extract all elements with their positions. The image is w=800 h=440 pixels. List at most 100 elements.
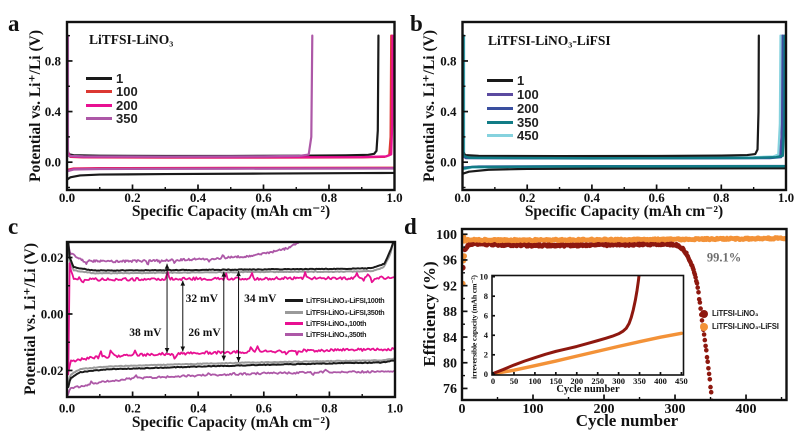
legend-label: LiTFSI-LiNO₃ bbox=[712, 308, 759, 318]
panel-d-ytick-label: 88 bbox=[443, 305, 457, 320]
panel-a-ytick-label: 0.4 bbox=[45, 104, 62, 119]
panel-b-series-line bbox=[462, 167, 786, 175]
efficiency-annotation: 99.1% bbox=[706, 250, 742, 265]
panel-c-xtick-label: 0.0 bbox=[59, 401, 75, 416]
panel-d_inset-ytick-label: 0 bbox=[484, 369, 488, 379]
panel-d-series bbox=[462, 233, 787, 400]
legend-label: 100 bbox=[517, 86, 539, 102]
legend-marker-line bbox=[285, 333, 303, 336]
panel-d-label: d bbox=[404, 214, 417, 239]
overpotential-label: 32 mV bbox=[186, 293, 219, 305]
panel-c-xaxis-title: Specific Capacity (mAh cm⁻²) bbox=[131, 414, 331, 431]
panel-d_inset-frame bbox=[491, 274, 685, 376]
panel-c-xtick-label: 0.4 bbox=[190, 401, 207, 416]
legend-marker-dot bbox=[700, 323, 708, 331]
panel-d_inset-xtick-label: 250 bbox=[591, 376, 604, 386]
panel-b-xtick-label: 0.8 bbox=[713, 190, 730, 205]
efficiency-scatter bbox=[462, 233, 787, 287]
inset-yaxis-title: irreversible capacity (mAh cm⁻²) bbox=[469, 275, 479, 379]
panel-d-ytick-label: 76 bbox=[443, 382, 457, 397]
legend-item: LiTFSI-LiNO₃ bbox=[700, 308, 759, 318]
legend-marker-line bbox=[285, 321, 303, 325]
panel-b-xtick-label: 0.4 bbox=[584, 190, 601, 205]
panel-d_inset-ytick-label: 2 bbox=[484, 350, 488, 360]
panel-d-ytick-label: 96 bbox=[443, 254, 457, 269]
panel-b-ytick-label: 0.4 bbox=[440, 104, 457, 119]
panel-c-xtick-label: 0.6 bbox=[256, 401, 273, 416]
legend-label: 200 bbox=[116, 97, 138, 113]
panel-c-ytick-label: -0.02 bbox=[36, 363, 63, 378]
panel-d-yaxis-title: Efficiency (%) bbox=[420, 261, 439, 367]
panel-d_inset-axes: 0 50 100 150 200 250 300 350 400 450 0 2 4 6 8 10 bbox=[480, 272, 688, 386]
panel-d-ytick-label: 84 bbox=[443, 331, 457, 346]
panel-a-xtick-label: 0.0 bbox=[59, 190, 75, 205]
panel-c-label: c bbox=[8, 214, 19, 239]
legend-label: LiTFSI-LiNO₃,350th bbox=[306, 330, 367, 339]
legend-label: LiTFSI-LiNO₃-LiFSI bbox=[712, 322, 779, 332]
panel-a-series-line bbox=[67, 171, 395, 181]
legend-marker-line bbox=[285, 310, 303, 314]
legend-label: 1 bbox=[116, 70, 124, 86]
panel-d_inset-series-line bbox=[492, 331, 684, 375]
panel-d-frame bbox=[460, 227, 788, 402]
overpotential-arrow bbox=[236, 271, 241, 362]
panel-d_inset-ytick-label: 4 bbox=[484, 330, 489, 340]
legend-label: 350 bbox=[517, 114, 539, 130]
panel-d_inset-ytick-label: 10 bbox=[480, 272, 489, 282]
panel-d_inset-xtick-label: 400 bbox=[654, 376, 667, 386]
legend-item: 1 bbox=[86, 72, 123, 85]
panel-d_inset-xtick-label: 450 bbox=[675, 376, 688, 386]
panel-c-series-line bbox=[67, 262, 395, 376]
panel-a-xtick-label: 1.0 bbox=[386, 190, 402, 205]
panel-a-series-line bbox=[67, 34, 314, 158]
legend-label: 450 bbox=[517, 128, 539, 144]
panel-b-xtick-label: 0.6 bbox=[648, 190, 665, 205]
panel-d_inset-series-line bbox=[492, 275, 641, 375]
legend-item: 200 bbox=[487, 102, 539, 115]
panel-c-xtick-label: 1.0 bbox=[387, 401, 403, 416]
panel-a-yaxis-title: Potential vs. Li⁺/Li (V) bbox=[27, 30, 44, 182]
panel-c-series-line bbox=[67, 242, 301, 266]
panel-d_inset-xtick-label: 100 bbox=[529, 376, 542, 386]
legend-marker-line bbox=[487, 134, 513, 138]
panel-c-ytick-label: 0.00 bbox=[41, 306, 64, 321]
panel-a-label: a bbox=[8, 11, 20, 36]
overpotential-label: 38 mV bbox=[129, 327, 162, 339]
legend-label: LiTFSI-LiNO₃-LiFSI,100th bbox=[306, 296, 385, 306]
panel-c-axes: 38 mV 26 mV 32 mV 34 mV 0.0 0.2 0.4 0.6 0.8 1.0 0.… bbox=[36, 240, 403, 416]
legend-marker-line bbox=[86, 117, 112, 120]
panel-a-series bbox=[67, 34, 395, 181]
overpotential-label: 26 mV bbox=[188, 327, 221, 339]
legend-marker-line bbox=[86, 90, 112, 93]
overpotential-arrow bbox=[164, 263, 170, 353]
legend-marker-dot bbox=[700, 309, 708, 318]
panel-c-series-line bbox=[67, 242, 395, 275]
panel-a-xtick-label: 0.8 bbox=[321, 190, 338, 205]
panel-c-series bbox=[67, 242, 395, 396]
legend-label: LiTFSI-LiNO₃,100th bbox=[306, 318, 367, 328]
legend-label: 1 bbox=[517, 72, 525, 88]
panel-c-yaxis-title: Potential vs. Li⁺/Li (V) bbox=[22, 243, 39, 395]
legend-marker-line bbox=[487, 120, 513, 124]
efficiency-scatter bbox=[462, 240, 715, 400]
panel-d-xtick-label: 300 bbox=[665, 402, 686, 417]
overpotential-arrow bbox=[221, 271, 227, 361]
panel-c-series-line bbox=[67, 242, 395, 272]
panel-a-ytick-label: 0.8 bbox=[45, 53, 62, 68]
panel-d-xtick-label: 0 bbox=[459, 402, 466, 417]
legend-item: 100 bbox=[86, 85, 138, 98]
legend-item: LiTFSI-LiNO₃,350th bbox=[285, 330, 367, 339]
panel-b-xaxis-title: Specific Capacity (mAh cm⁻²) bbox=[524, 203, 724, 220]
panel-a-xtick-label: 0.2 bbox=[124, 190, 140, 205]
legend-marker-line bbox=[487, 92, 513, 96]
panel-b-ytick-label: 0.0 bbox=[440, 155, 456, 170]
panel-a-electrolyte-title: LiTFSI-LiNO₃ bbox=[89, 32, 174, 47]
panel-c-series-line bbox=[67, 368, 395, 396]
panel-d_inset-xtick-label: 200 bbox=[570, 376, 583, 386]
legend-item: 450 bbox=[487, 129, 539, 142]
overpotential-arrow bbox=[180, 280, 186, 352]
panel-b-frame bbox=[461, 20, 788, 192]
panel-d_inset-series bbox=[492, 275, 684, 375]
panel-b-axes: 0.0 0.2 0.4 0.6 0.8 1.0 0.0 0.4 0.8 bbox=[440, 20, 794, 205]
